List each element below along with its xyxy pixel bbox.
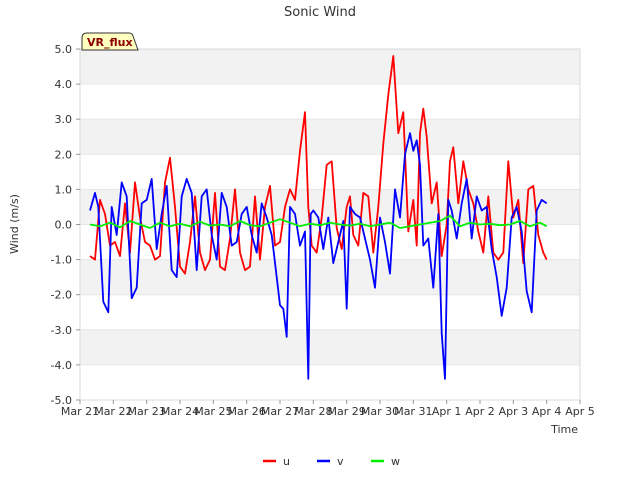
y-tick-label: 2.0 <box>55 148 73 161</box>
x-tick-label: Mar 22 <box>94 405 132 418</box>
legend-label-v: v <box>337 455 344 468</box>
y-tick-label: 0.0 <box>55 219 73 232</box>
y-tick-label: -2.0 <box>51 289 72 302</box>
x-tick-label: Mar 28 <box>294 405 332 418</box>
chart-title: Sonic Wind <box>284 5 356 20</box>
x-tick-label: Mar 23 <box>128 405 166 418</box>
grid-band <box>80 49 580 85</box>
x-tick-label: Mar 29 <box>328 405 366 418</box>
x-tick-label: Apr 3 <box>499 405 529 418</box>
legend: u v w <box>263 455 400 468</box>
x-tick-label: Apr 2 <box>465 405 495 418</box>
grid-band <box>80 329 580 365</box>
x-tick-label: Mar 31 <box>394 405 432 418</box>
x-tick-label: Mar 25 <box>194 405 232 418</box>
legend-label-u: u <box>283 455 290 468</box>
x-tick-label: Mar 26 <box>228 405 266 418</box>
x-tick-label: Mar 30 <box>361 405 399 418</box>
x-tick-label: Apr 5 <box>565 405 595 418</box>
x-tick-label: Mar 24 <box>161 405 199 418</box>
y-tick-label: 4.0 <box>55 78 73 91</box>
y-tick-label: 1.0 <box>55 183 73 196</box>
grid-band <box>80 119 580 155</box>
legend-label-w: w <box>391 455 400 468</box>
series-line-v <box>89 132 548 380</box>
badge-shape <box>81 32 139 51</box>
series-line-u <box>89 55 548 275</box>
series-line-w <box>89 214 548 229</box>
y-tick-label: -1.0 <box>51 254 72 267</box>
x-tick-label: Apr 1 <box>432 405 462 418</box>
y-tick-label: 5.0 <box>55 43 73 56</box>
y-axis-label: Wind (m/s) <box>8 194 21 254</box>
x-axis-label: Time <box>550 423 578 436</box>
y-tick-label: -5.0 <box>51 394 72 407</box>
y-tick-label: -4.0 <box>51 359 72 372</box>
x-tick-label: Mar 27 <box>261 405 299 418</box>
y-axis-ticks: -5.0 -4.0 -3.0 -2.0 -1.0 0.0 1.0 2.0 3.0 4.0 5.0 <box>51 43 80 407</box>
series-layer <box>89 55 548 380</box>
badge-label: VR_flux <box>87 36 133 49</box>
vr-flux-badge: VR_flux <box>81 32 139 51</box>
plot-bands <box>80 49 580 365</box>
x-tick-label: Apr 4 <box>532 405 562 418</box>
x-tick-label: Mar 21 <box>61 405 99 418</box>
y-tick-label: -3.0 <box>51 324 72 337</box>
grid-band <box>80 259 580 295</box>
y-tick-label: 3.0 <box>55 113 73 126</box>
